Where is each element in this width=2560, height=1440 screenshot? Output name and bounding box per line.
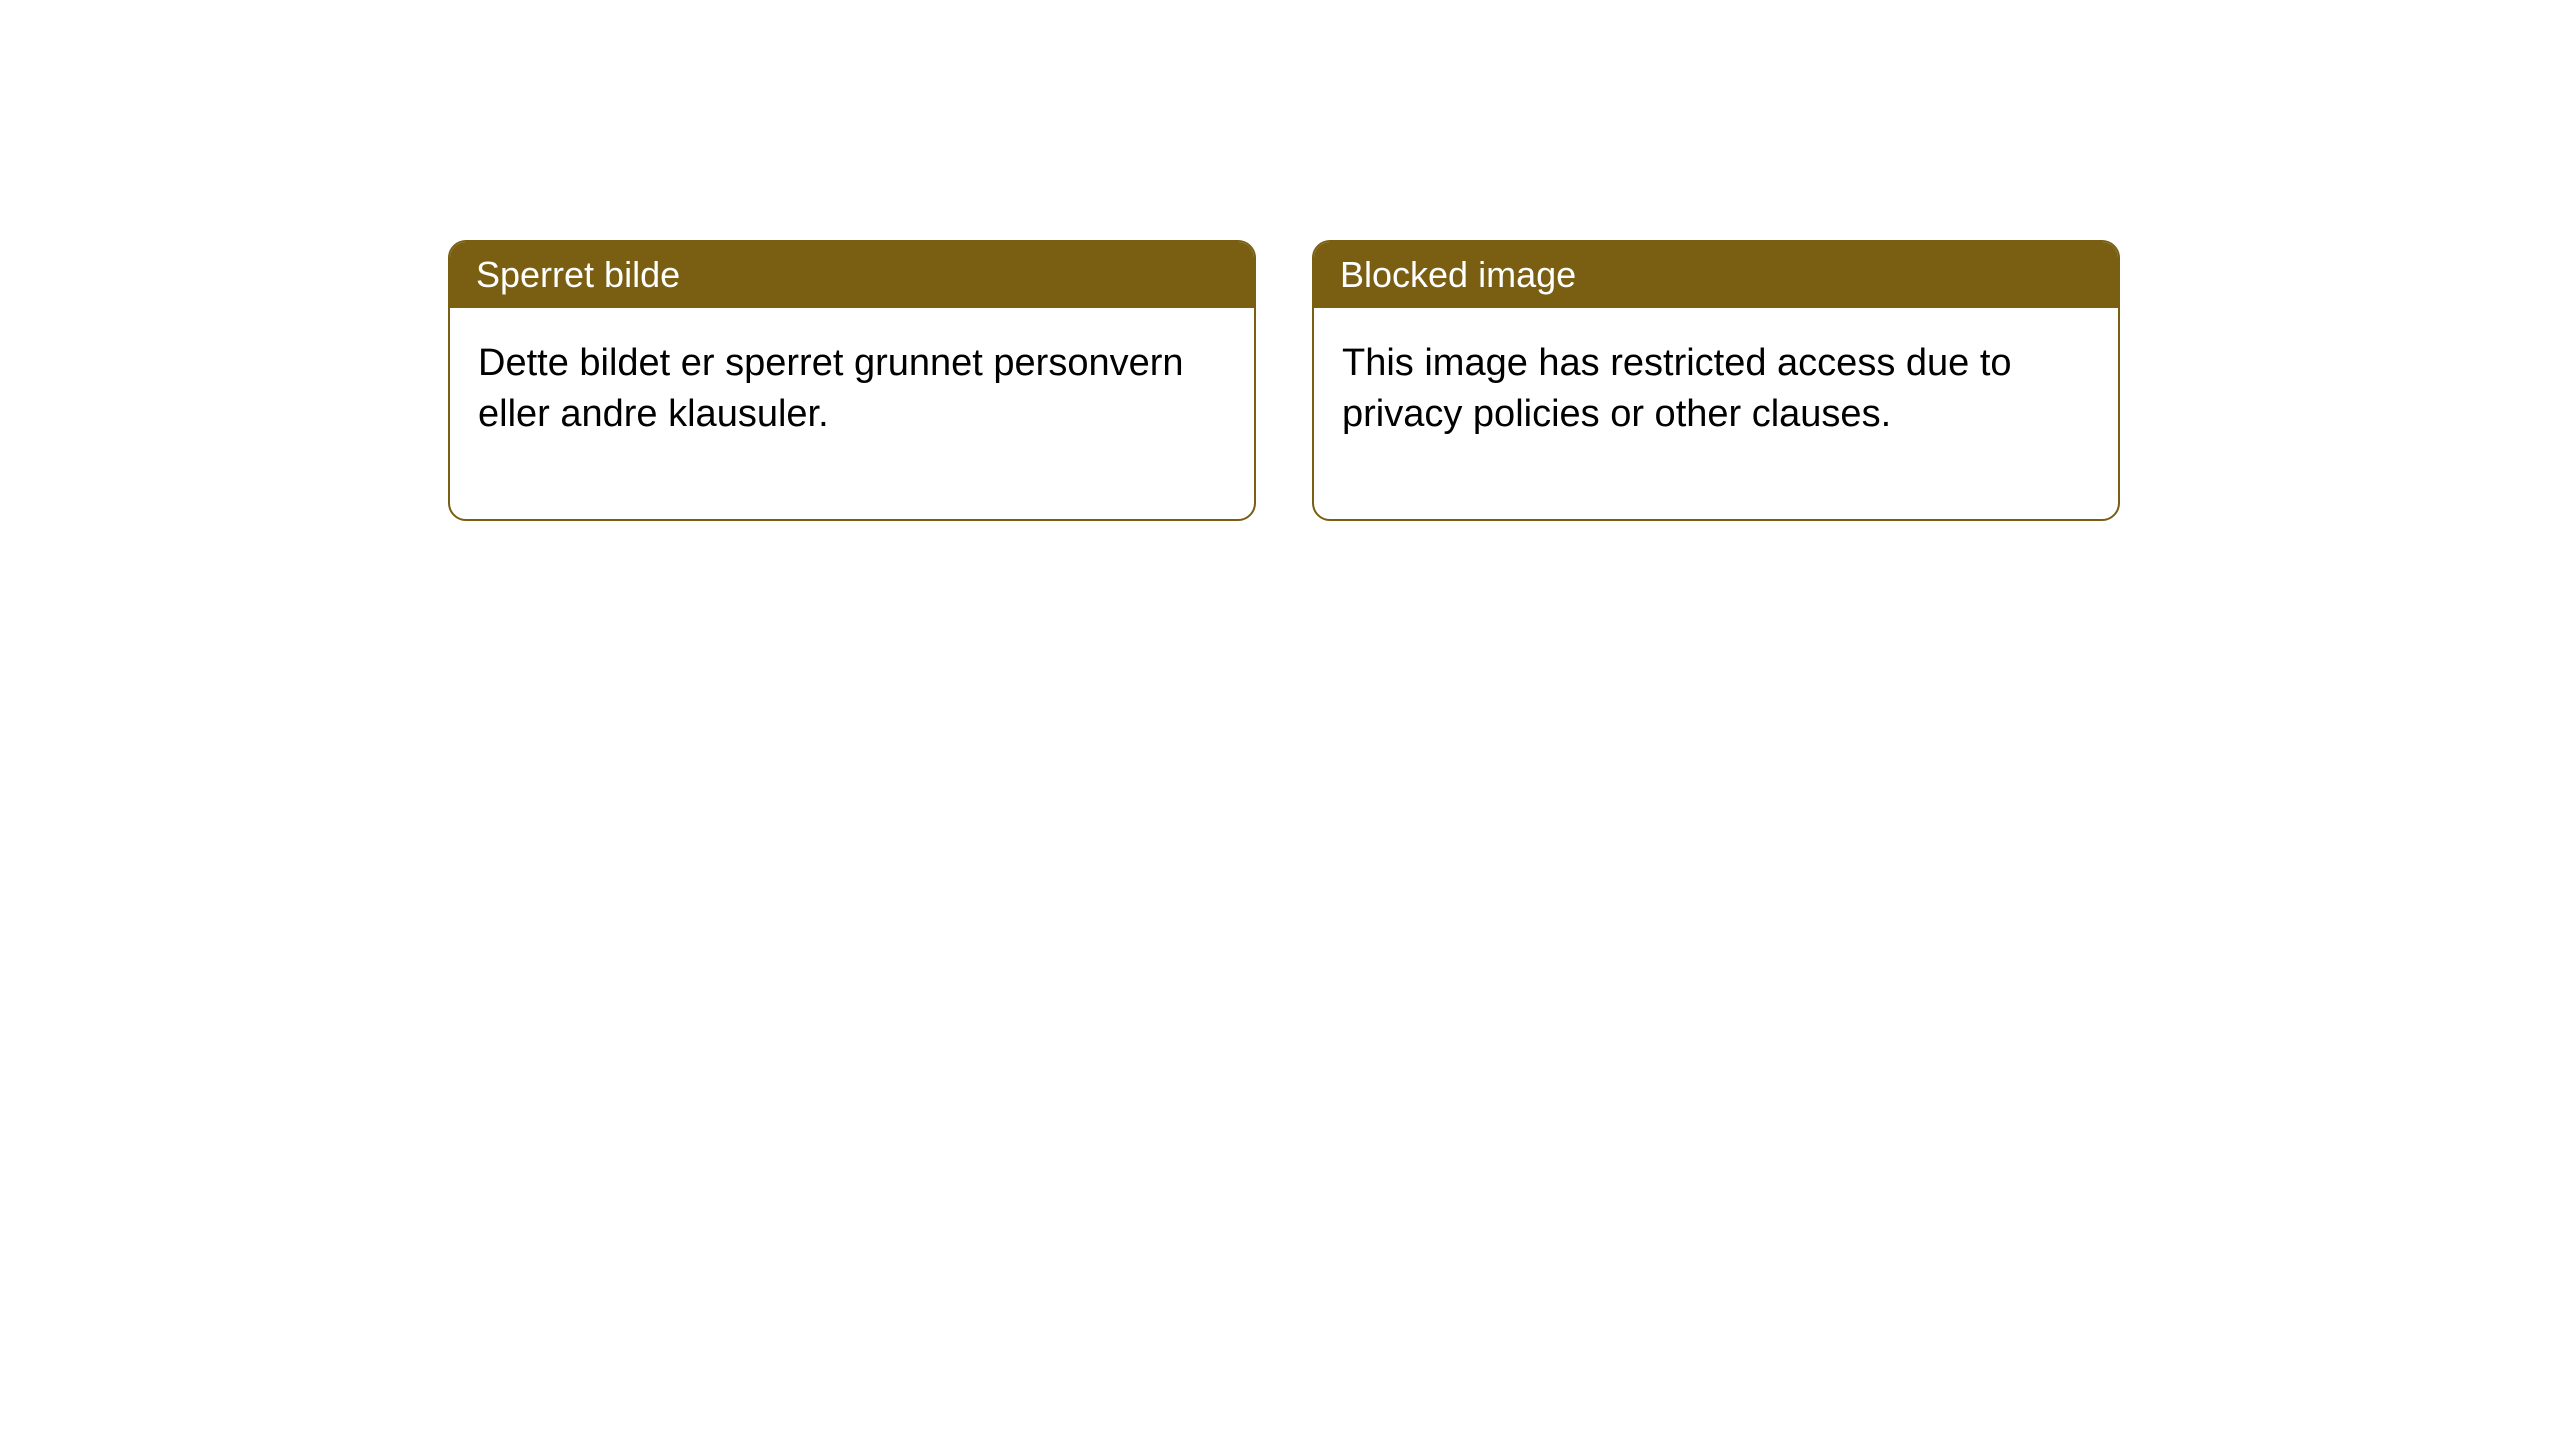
notice-body: This image has restricted access due to … — [1314, 308, 2118, 519]
notice-box-norwegian: Sperret bilde Dette bildet er sperret gr… — [448, 240, 1256, 521]
notice-header: Blocked image — [1314, 242, 2118, 308]
notice-body-text: Dette bildet er sperret grunnet personve… — [478, 342, 1184, 435]
notice-body-text: This image has restricted access due to … — [1342, 342, 2012, 435]
notice-body: Dette bildet er sperret grunnet personve… — [450, 308, 1254, 519]
notice-header: Sperret bilde — [450, 242, 1254, 308]
notice-title: Sperret bilde — [476, 254, 680, 295]
notice-container: Sperret bilde Dette bildet er sperret gr… — [0, 0, 2560, 521]
notice-box-english: Blocked image This image has restricted … — [1312, 240, 2120, 521]
notice-title: Blocked image — [1340, 254, 1576, 295]
